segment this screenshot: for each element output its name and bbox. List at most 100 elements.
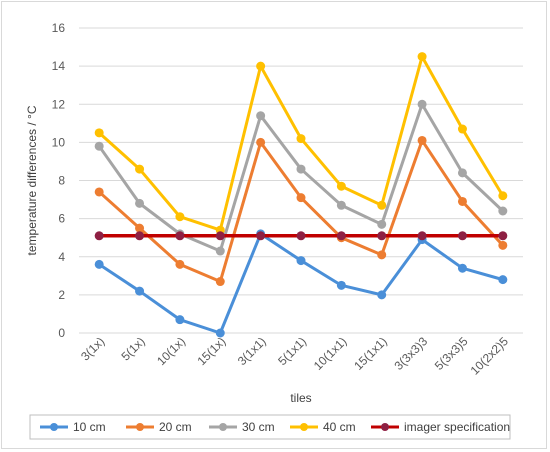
- y-tick-label: 2: [58, 288, 65, 302]
- x-tick-label: 10(1x1): [311, 334, 350, 373]
- data-point: [135, 286, 145, 296]
- data-point: [175, 212, 185, 222]
- legend-item: 40 cm: [290, 420, 356, 434]
- y-tick-label: 0: [58, 326, 65, 340]
- data-point: [94, 259, 104, 269]
- data-point: [417, 52, 427, 62]
- x-tick-label: 3(1x1): [235, 334, 269, 368]
- data-point: [175, 231, 185, 241]
- series-imager-specification: [94, 231, 508, 241]
- data-point: [215, 328, 225, 338]
- y-tick-label: 6: [58, 212, 65, 226]
- y-tick-label: 14: [52, 59, 66, 73]
- legend-item: imager specification: [371, 420, 510, 434]
- data-point: [296, 231, 306, 241]
- y-axis-title: temperature differences / °C: [25, 105, 39, 255]
- x-tick-label: 5(1x): [118, 334, 147, 363]
- series-line: [98, 232, 504, 335]
- legend-box: [29, 414, 511, 440]
- legend-swatch-marker: [300, 423, 308, 431]
- series-line: [98, 55, 505, 232]
- series-20-cm: [94, 135, 508, 287]
- data-point: [377, 250, 387, 260]
- x-axis-title: tiles: [290, 391, 311, 405]
- legend-item: 20 cm: [126, 420, 192, 434]
- legend-item: 10 cm: [40, 420, 106, 434]
- series-40-cm: [94, 52, 508, 235]
- legend-swatch-marker: [50, 423, 58, 431]
- legend-swatch-marker: [381, 423, 389, 431]
- data-point: [94, 141, 104, 151]
- legend-label: 20 cm: [159, 420, 192, 434]
- legend-swatch-marker: [219, 423, 227, 431]
- x-tick-label: 5(1x1): [275, 334, 309, 368]
- data-point: [498, 240, 508, 250]
- series-line: [97, 102, 504, 253]
- data-point: [417, 135, 427, 145]
- x-tick-label: 15(1x1): [351, 334, 390, 373]
- data-point: [135, 198, 145, 208]
- data-point: [135, 231, 145, 241]
- x-tick-labels: 3(1x) 5(1x) 10(1x) 15(1x) 3(1x1) 5(1x1) 10(1x1…: [78, 334, 511, 378]
- data-point: [498, 275, 508, 285]
- data-point: [457, 231, 467, 241]
- x-tick-label: 3(1x): [78, 334, 107, 363]
- data-point: [215, 231, 225, 241]
- data-point: [256, 111, 266, 121]
- data-point: [377, 231, 387, 241]
- data-point: [336, 200, 346, 210]
- data-point: [377, 219, 387, 229]
- x-tick-label: 15(1x): [194, 334, 228, 368]
- legend-label: 30 cm: [242, 420, 275, 434]
- gridlines: [79, 27, 523, 334]
- data-point: [336, 280, 346, 290]
- data-point: [296, 134, 306, 144]
- y-tick-label: 4: [58, 250, 65, 264]
- legend-label: imager specification: [404, 420, 510, 434]
- data-point: [94, 128, 104, 138]
- data-point: [457, 168, 467, 178]
- data-point: [336, 231, 346, 241]
- legend-label: 40 cm: [323, 420, 356, 434]
- x-tick-label: 5(3x3)5: [432, 334, 471, 373]
- data-point: [417, 231, 427, 241]
- y-tick-label: 10: [52, 135, 66, 149]
- data-point: [296, 164, 306, 174]
- legend-item: 30 cm: [209, 420, 275, 434]
- data-point: [457, 196, 467, 206]
- x-tick-label: 3(3x3)3: [392, 334, 431, 373]
- data-point: [296, 193, 306, 203]
- legend-label: 10 cm: [73, 420, 106, 434]
- y-tick-labels: 0 2 4 6 8 10 12 14 16: [52, 21, 66, 340]
- y-tick-label: 12: [52, 97, 66, 111]
- data-point: [336, 181, 346, 191]
- data-point: [377, 290, 387, 300]
- data-point: [498, 206, 508, 216]
- y-tick-label: 8: [58, 174, 65, 188]
- data-point: [498, 231, 508, 241]
- data-point: [215, 277, 225, 287]
- series-lines: [94, 52, 508, 338]
- legend: 10 cm 20 cm 30 cm 40 cm imager specification: [29, 414, 511, 440]
- data-point: [377, 200, 387, 210]
- x-tick-label: 10(1x): [154, 334, 188, 368]
- data-point: [94, 231, 104, 241]
- series-30-cm: [94, 99, 508, 256]
- series-10-cm: [94, 229, 508, 338]
- data-point: [135, 164, 145, 174]
- data-point: [175, 259, 185, 269]
- data-point: [94, 187, 104, 197]
- data-point: [296, 256, 306, 266]
- data-point: [498, 191, 508, 201]
- x-tick-label: 10(2x2)5: [468, 334, 512, 378]
- data-point: [256, 231, 266, 241]
- data-point: [256, 61, 266, 71]
- y-tick-label: 16: [52, 21, 66, 35]
- data-point: [215, 246, 225, 256]
- legend-swatch-marker: [136, 423, 144, 431]
- data-point: [175, 315, 185, 325]
- data-point: [457, 263, 467, 273]
- data-point: [417, 99, 427, 109]
